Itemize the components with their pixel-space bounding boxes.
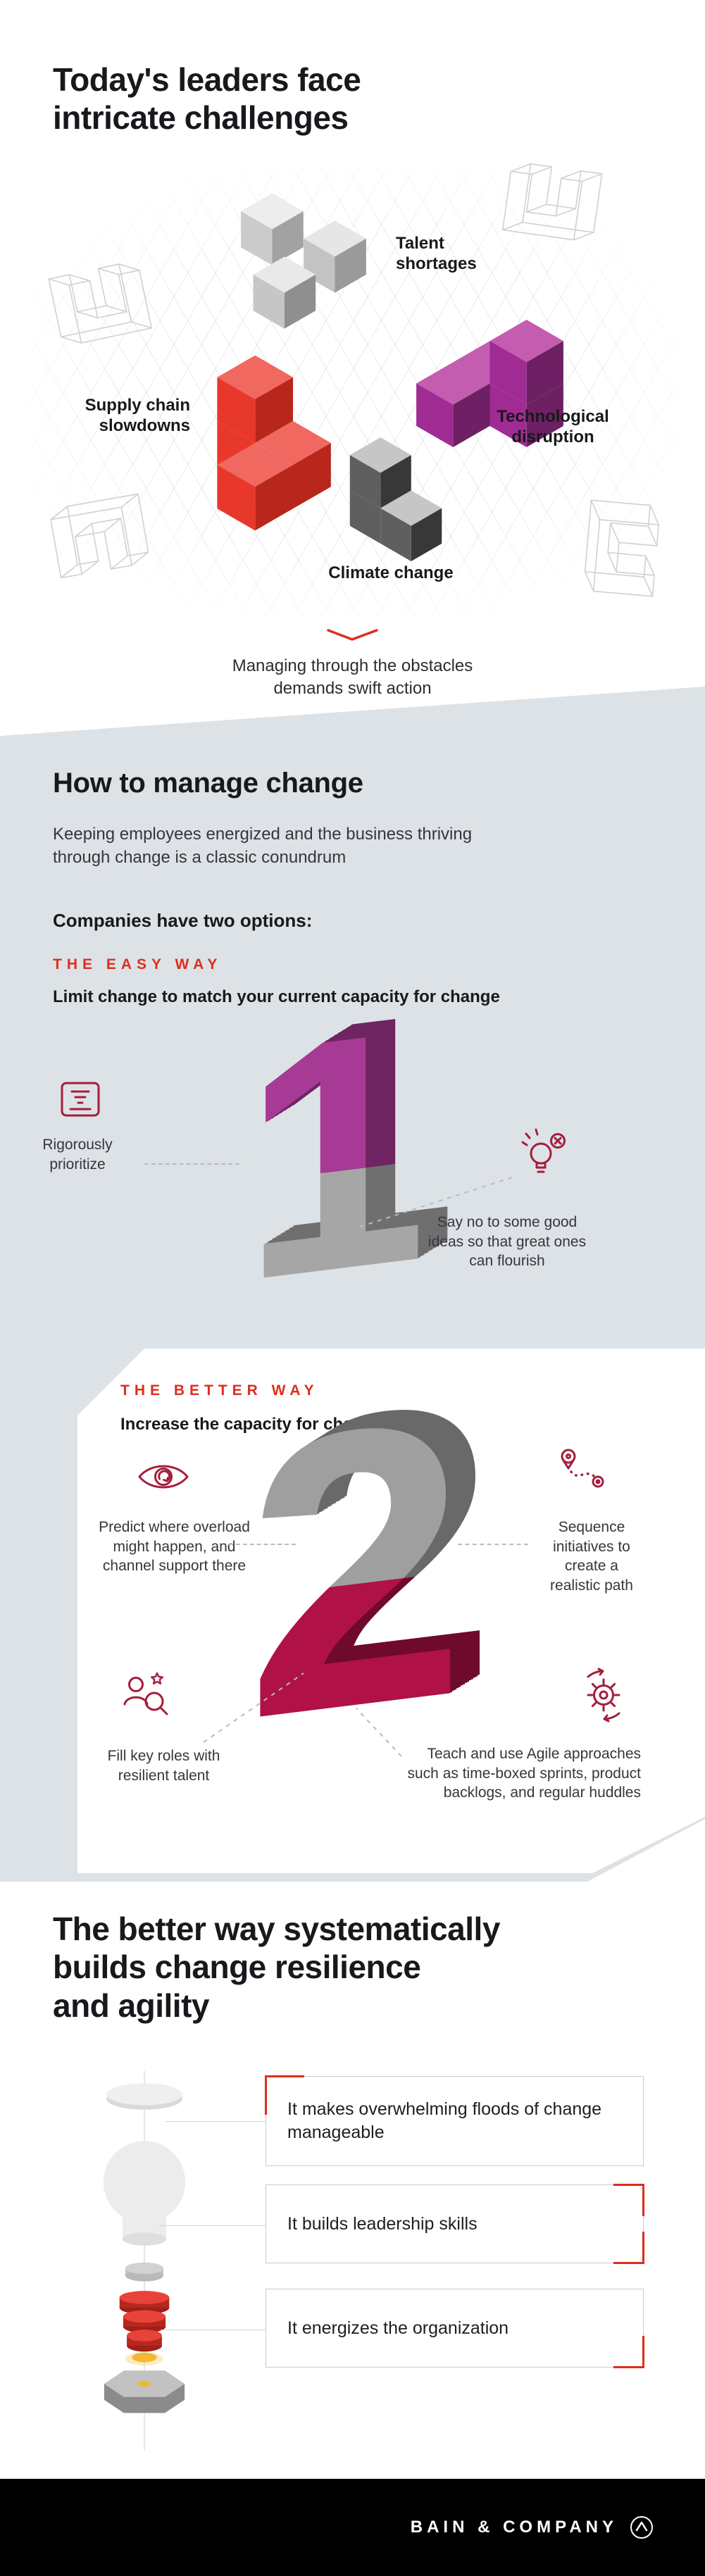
easy-way-heading: Limit change to match your current capac… [53, 987, 500, 1006]
manage-subtitle: Keeping employees energized and the busi… [53, 823, 560, 869]
page-title: Today's leaders face intricate challenge… [53, 61, 489, 137]
chevron-down-icon [327, 629, 378, 641]
exploded-lightbulb-illustration [103, 2070, 186, 2451]
better-point-1-label: Predict where overload might happen, and… [99, 1519, 250, 1575]
gray-cubes-shape [241, 193, 366, 329]
benefit-box-1: It makes overwhelming floods of change m… [265, 2075, 644, 2166]
wireframe-shape-top-right [501, 163, 603, 241]
outcome-title: The better way systematically builds cha… [53, 1910, 588, 2025]
wireframe-shape-left [48, 263, 153, 344]
outcome-title-line2: builds change resilience [53, 1949, 421, 1986]
dashed-connector-agile [356, 1708, 402, 1757]
easy-point-1-label: Rigorously prioritize [42, 1137, 113, 1173]
lightbulb-no-icon [514, 1125, 573, 1184]
red-corner-accent [613, 2336, 644, 2368]
challenge-label-supply-chain: Supply chain slowdowns [85, 396, 190, 435]
challenge-label-talent: Talent shortages [396, 234, 477, 273]
manage-subtitle-line2: through change is a classic conundrum [53, 848, 347, 868]
sequence-path-icon [553, 1444, 612, 1503]
red-corner-accent [613, 2184, 644, 2216]
page-title-line2: intricate challenges [53, 99, 349, 137]
dashed-connector-sequence [458, 1544, 528, 1545]
bulb-connector-1 [166, 2121, 266, 2122]
page-title-line1: Today's leaders face [53, 61, 361, 98]
agile-gear-icon [574, 1665, 633, 1725]
eye-predict-icon [134, 1447, 193, 1506]
better-point-4-label: Teach and use Agile approaches such as t… [407, 1746, 642, 1801]
dashed-connector-predict [229, 1544, 296, 1545]
intro-caption: Managing through the obstacles demands s… [0, 655, 705, 701]
red-block-shape [217, 355, 331, 531]
dark-block-shape [349, 437, 442, 561]
outcome-title-line1: The better way systematically [53, 1911, 500, 1947]
better-point-3-label: Fill key roles with resilient talent [107, 1748, 220, 1784]
red-corner-accent [613, 2232, 644, 2264]
talent-search-icon [116, 1669, 175, 1728]
intro-caption-line1: Managing through the obstacles [232, 656, 473, 675]
benefit-3-text: It energizes the organization [287, 2318, 509, 2338]
benefit-2-text: It builds leadership skills [287, 2213, 478, 2234]
outcome-title-line3: and agility [53, 1987, 209, 2024]
benefit-box-3: It energizes the organization [266, 2289, 644, 2368]
purple-block-shape [416, 320, 563, 447]
manage-title: How to manage change [53, 768, 363, 799]
dashed-connector-prioritize [144, 1163, 239, 1165]
prioritize-icon [51, 1069, 110, 1128]
brand-wordmark: BAIN & COMPANY [410, 2518, 618, 2537]
bulb-screw-threads [119, 2291, 170, 2352]
manage-subtitle-line1: Keeping employees energized and the busi… [53, 825, 473, 844]
easy-way-kicker: THE EASY WAY [53, 956, 223, 973]
better-point-2-label: Sequence initiatives to create a realist… [550, 1519, 633, 1594]
easy-point-2-label: Say no to some good ideas so that great … [428, 1214, 587, 1270]
benefit-1-text: It makes overwhelming floods of change m… [287, 2099, 602, 2142]
challenge-label-tech: Technological disruption [497, 407, 609, 446]
dashed-connector-roles [203, 1672, 304, 1743]
better-way-kicker: THE BETTER WAY [120, 1382, 319, 1399]
options-heading: Companies have two options: [53, 910, 313, 931]
benefit-box-2: It builds leadership skills [266, 2184, 644, 2264]
red-corner-accent [265, 2075, 304, 2115]
intro-caption-line2: demands swift action [273, 679, 432, 699]
outcome-section: The better way systematically builds cha… [0, 1901, 705, 2479]
bulb-connector-2 [158, 2225, 266, 2226]
challenge-label-climate: Climate change [328, 563, 454, 582]
better-way-heading: Increase the capacity for change [120, 1415, 383, 1434]
wireframe-shape-bottom-left [50, 493, 149, 579]
challenges-section: Today's leaders face intricate challenge… [0, 0, 705, 698]
footer-bar: BAIN & COMPANY [0, 2479, 705, 2576]
better-way-card: THE BETTER WAY Increase the capacity for… [77, 1349, 705, 1873]
wireframe-shape-bottom-right [584, 499, 660, 597]
bain-logo-mark [630, 2516, 653, 2539]
